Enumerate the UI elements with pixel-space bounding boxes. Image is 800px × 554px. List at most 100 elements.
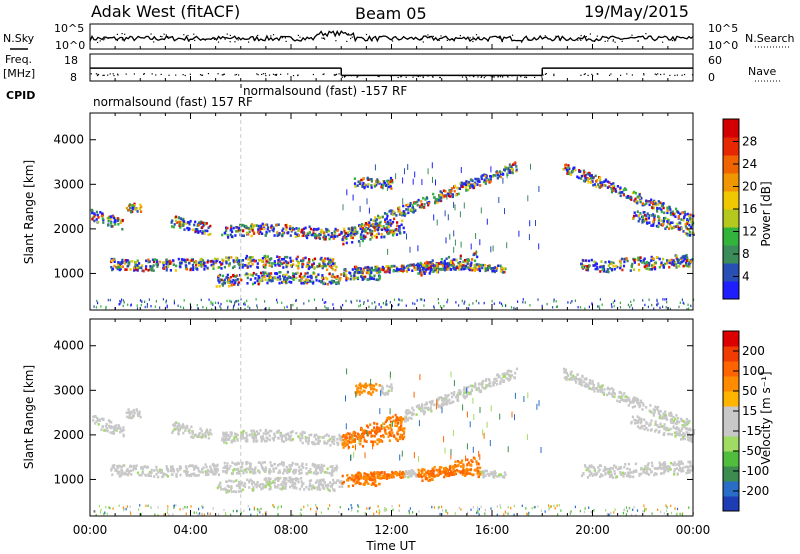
power-cell [665,225,668,229]
velocity-cell [297,480,300,484]
power-cell [459,257,462,260]
power-cell [459,182,462,185]
power-cell [592,176,595,180]
power-cell [579,306,582,309]
power-cell [286,270,289,274]
velocity-cell [323,471,326,474]
velocity-cell [177,429,180,433]
power-cell [381,215,384,219]
power-cell [381,228,384,231]
power-cell [530,163,531,170]
velocity-cell [215,471,218,474]
power-cell [686,233,689,237]
nave-point [336,73,338,75]
power-cell [433,306,435,310]
power-cell [380,235,383,239]
velocity-cell [493,378,496,381]
power-cell [390,231,393,234]
power-cell [601,181,604,184]
power-cell [308,259,311,263]
power-cell [493,302,495,305]
power-cell [270,276,273,279]
power-cell [328,280,331,284]
power-cell [440,196,443,199]
power-cell [400,211,403,215]
power-cell [682,301,684,304]
power-cell [166,265,170,268]
power-cell [277,223,280,226]
velocity-cell [201,471,204,474]
power-cell [309,280,312,283]
power-cell [515,165,518,168]
power-cell [378,180,381,184]
power-cell [201,221,204,224]
power-cell [217,279,220,282]
power-cell [431,259,434,262]
velocity-cell [285,477,288,480]
power-cell [253,232,256,235]
power-cell [180,223,183,226]
velocity-cell [310,484,313,488]
nave-point [350,75,352,77]
velocity-cell [370,435,373,438]
nave-point [103,74,105,76]
power-cell [571,300,573,303]
power-cell [353,231,356,234]
velocity-cell [455,395,458,399]
velocity-cell [401,437,404,441]
power-cell [295,227,298,230]
velocity-cell [389,473,392,477]
power-cell [631,191,635,195]
power-cell [619,266,622,270]
power-cell [470,184,473,187]
velocity-cell [339,437,342,441]
velocity-cell [225,470,229,473]
velocity-cell [289,431,292,434]
velocity-cell [442,397,445,400]
power-cell [635,214,638,217]
velocity-cell [373,422,376,425]
power-cell [194,260,198,263]
nave-point [427,75,429,77]
velocity-cell [448,398,451,402]
power-cell [350,301,353,304]
power-cell [291,226,294,230]
search-noise-point [229,41,231,43]
velocity-cell [378,471,382,475]
velocity-cell [282,481,285,484]
cpid-segment-2: normalsound (fast) -157 RF [243,84,407,98]
power-cell [243,225,246,228]
nave-point [681,74,683,76]
power-cell [247,226,250,230]
power-cell [661,204,664,208]
velocity-cell [114,428,117,431]
power-cell [201,259,204,262]
search-noise-point [321,37,323,39]
power-cell [395,173,397,180]
power-cell [465,264,468,268]
power-cell [450,187,453,190]
nave-point [222,74,224,76]
power-cell [472,253,475,257]
power-cell [144,305,146,309]
power-cell [264,257,267,261]
velocity-cell [465,395,468,398]
velocity-cell [284,433,287,436]
power-cell [633,214,636,218]
velocity-cell [364,431,367,434]
nave-point [397,76,399,79]
power-cell [426,267,429,271]
power-cell [151,266,154,270]
power-cell [492,267,495,270]
power-cell [257,224,260,228]
power-cell [179,265,182,269]
velocity-cell [485,385,489,388]
power-cell [687,262,691,266]
power-cell [182,258,185,262]
velocity-cell [357,436,361,439]
velocity-cell [341,485,344,488]
power-cell [680,211,684,215]
power-cell [193,223,196,227]
velocity-cell [359,442,362,446]
power-cell [255,273,258,276]
